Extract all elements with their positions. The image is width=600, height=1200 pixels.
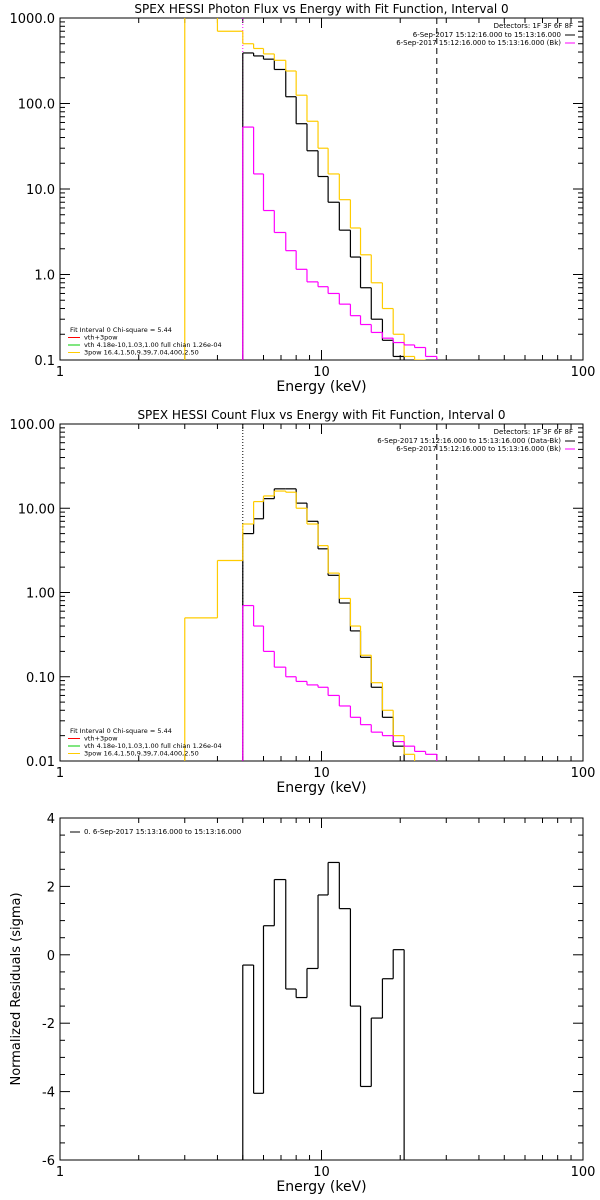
photon-fit-legend-text: vth 4.18e-10,1.03,1.00 full chian 1.26e-… (84, 341, 222, 349)
y-tick-label: 10.0 (26, 183, 55, 198)
y-tick-label: 0 (47, 949, 55, 964)
photon-fit-legend-text: vth+3pow (84, 334, 118, 342)
count-fit-legend-text: vth+3pow (84, 735, 118, 743)
photon-axes-frame (59, 17, 584, 361)
resid-legend-text: 0. 6-Sep-2017 15:13:16.000 to 15:13:16.0… (84, 828, 241, 836)
y-tick-label: 2 (47, 880, 55, 895)
x-tick-label: 10 (313, 766, 330, 781)
x-tick-label: 100 (571, 766, 596, 781)
y-tick-label: 100.00 (10, 418, 56, 433)
resid-panel: 1 10 100 Energy (keV) -6 -4 -2 0 2 4 Normalized Re… (9, 812, 595, 1195)
y-tick-label: -6 (42, 1154, 55, 1169)
count-series-fit (184, 490, 416, 761)
count-panel: SPEX HESSI Count Flux vs Energy with Fit… (10, 408, 596, 796)
photon-title: SPEX HESSI Photon Flux vs Energy with Fi… (134, 2, 508, 16)
resid-x-axis-label: Energy (keV) (276, 1179, 366, 1195)
photon-time-legend-text: 6-Sep-2017 15:12:16.000 to 15:13:16.000 … (396, 39, 561, 47)
y-tick-label: 0.1 (34, 354, 55, 369)
resid-series-resid (242, 861, 405, 1160)
photon-data (184, 18, 438, 360)
resid-axes-frame (59, 817, 584, 1161)
photon-fit-legend-text: 3pow 16.4,1.50,9.39,7.04,400,2.50 (84, 349, 199, 357)
x-tick-label: 100 (571, 365, 596, 380)
x-tick-label: 10 (313, 1165, 330, 1180)
y-tick-label: 0.01 (26, 755, 55, 770)
y-tick-label: 100.0 (18, 98, 55, 113)
count-fit-legend-text: 3pow 16.4,1.50,9.39,7.04,400,2.50 (84, 750, 199, 758)
x-tick-label: 1 (56, 365, 64, 380)
resid-y-axis-label: Normalized Residuals (sigma) (9, 892, 24, 1085)
count-fit-legend-text: vth 4.18e-10,1.03,1.00 full chian 1.26e-… (84, 742, 222, 750)
y-tick-label: 10.00 (18, 502, 55, 517)
count-axes-frame (59, 423, 584, 762)
count-data (184, 488, 438, 761)
y-tick-label: 4 (47, 812, 55, 827)
count-series-bkpow (242, 604, 438, 761)
photon-series-data (242, 52, 405, 360)
y-tick-label: 0.10 (26, 671, 55, 686)
photon-time-legend-text: 6-Sep-2017 15:12:16.000 to 15:13:16.000 (413, 31, 561, 39)
count-time-legend-text: 6-Sep-2017 15:12:16.000 to 15:13:16.000 … (377, 437, 561, 445)
x-tick-label: 1 (56, 766, 64, 781)
photon-detectors: Detectors: 1F 3F 6F 8F (494, 22, 573, 30)
photon-panel: SPEX HESSI Photon Flux vs Energy with Fi… (10, 2, 596, 395)
count-series-data (242, 488, 405, 761)
photon-series-bkpow (242, 126, 438, 360)
y-tick-label: 1.0 (34, 269, 55, 284)
count-fit-legend-text: Fit Interval 0 Chi-square = 5.44 (70, 727, 172, 735)
y-tick-label: 1.00 (26, 587, 55, 602)
y-tick-label: 1000.0 (10, 12, 56, 27)
photon-series-fit (184, 18, 426, 360)
x-tick-label: 10 (313, 365, 330, 380)
count-x-axis-label: Energy (keV) (276, 780, 366, 796)
x-tick-label: 100 (571, 1165, 596, 1180)
x-tick-label: 1 (56, 1165, 64, 1180)
photon-x-axis-label: Energy (keV) (276, 379, 366, 395)
y-tick-label: -4 (42, 1086, 55, 1101)
photon-fit-legend-text: Fit Interval 0 Chi-square = 5.44 (70, 326, 172, 334)
count-time-legend-text: 6-Sep-2017 15:12:16.000 to 15:13:16.000 … (396, 445, 561, 453)
y-tick-label: -2 (42, 1017, 55, 1032)
count-title: SPEX HESSI Count Flux vs Energy with Fit… (137, 408, 505, 422)
count-detectors: Detectors: 1F 3F 6F 8F (494, 428, 573, 436)
resid-data (242, 861, 405, 1160)
